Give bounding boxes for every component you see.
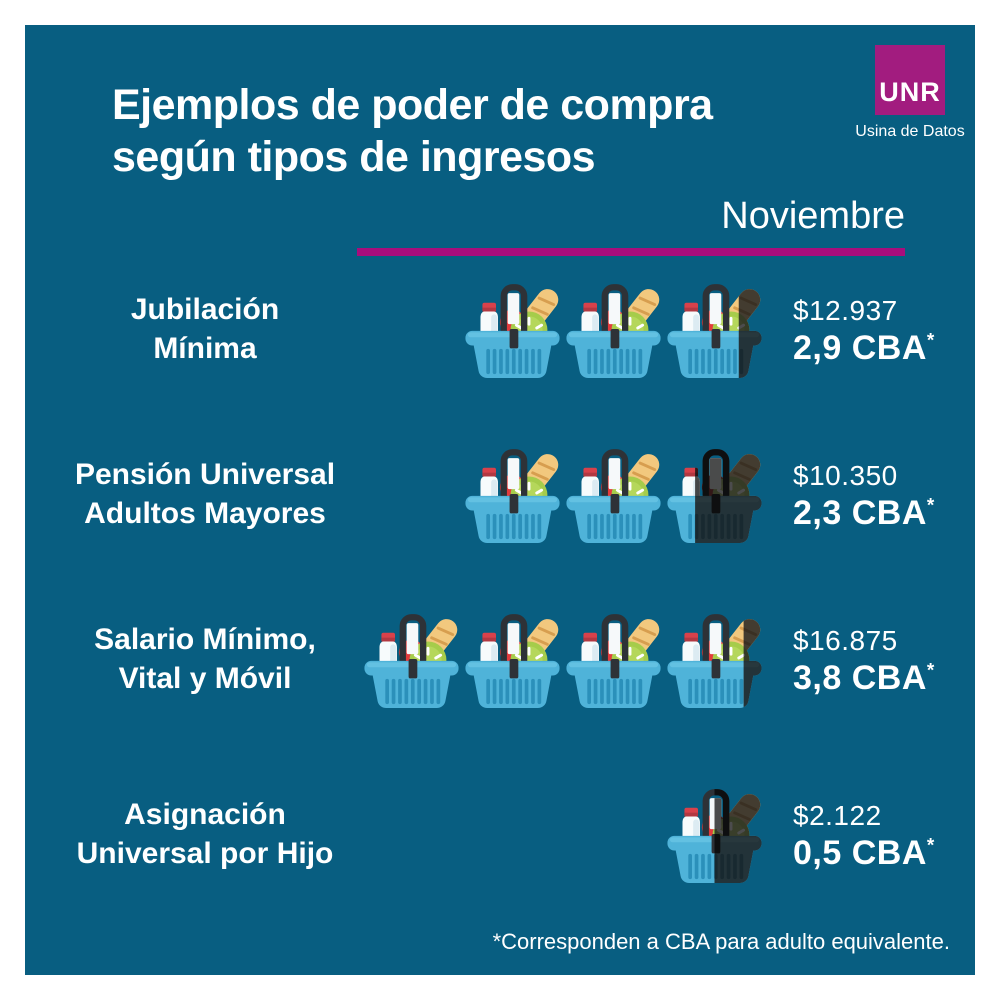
unr-logo: UNR Usina de Datos: [855, 45, 965, 140]
cba-value: 0,5 CBA*: [793, 834, 965, 873]
basket-strip: [664, 782, 765, 885]
basket-strip: [361, 607, 765, 710]
shopping-basket-icon: [664, 607, 765, 710]
footnote-marker: *: [926, 330, 935, 352]
amount-value: $10.350: [793, 460, 898, 491]
cba-text: 3,8 CBA: [793, 659, 927, 697]
unr-logo-square: UNR: [875, 45, 945, 115]
income-row-jubilacion-minima: Jubilación Mínima $12.937 2,9 CBA*: [25, 277, 975, 389]
cba-value: 2,9 CBA*: [793, 329, 965, 368]
shopping-basket-icon: [462, 442, 563, 545]
row-values: $12.937 2,9 CBA*: [765, 295, 965, 368]
shopping-basket-icon: [664, 442, 765, 545]
cba-text: 0,5 CBA: [793, 834, 927, 872]
footnote-marker: *: [926, 660, 935, 682]
row-values: $2.122 0,5 CBA*: [765, 800, 965, 873]
footnote-marker: *: [926, 495, 935, 517]
amount-value: $12.937: [793, 295, 898, 326]
row-label: Jubilación Mínima: [130, 292, 280, 365]
shopping-basket-icon: [563, 277, 664, 380]
amount-value: $2.122: [793, 800, 882, 831]
income-row-salario-minimo: Salario Mínimo, Vital y Móvil $16.875 3,…: [25, 607, 975, 719]
income-row-pension-universal: Pensión Universal Adultos Mayores $10.35…: [25, 442, 975, 554]
shopping-basket-icon: [563, 607, 664, 710]
shopping-basket-icon: [664, 782, 765, 885]
basket-strip: [462, 442, 765, 545]
cba-text: 2,3 CBA: [793, 494, 927, 532]
amount-value: $16.875: [793, 625, 898, 656]
shopping-basket-icon: [462, 277, 563, 380]
infographic-canvas: Ejemplos de poder de compra según tipos …: [25, 25, 975, 975]
shopping-basket-icon: [361, 607, 462, 710]
accent-divider: [357, 248, 905, 256]
row-values: $16.875 3,8 CBA*: [765, 625, 965, 698]
row-label: Pensión Universal Adultos Mayores: [74, 457, 336, 530]
unr-logo-text: UNR: [879, 77, 941, 107]
row-values: $10.350 2,3 CBA*: [765, 460, 965, 533]
footnote: *Corresponden a CBA para adulto equivale…: [492, 929, 950, 954]
page-title: Ejemplos de poder de compra según tipos …: [112, 81, 713, 181]
shopping-basket-icon: [563, 442, 664, 545]
period-label: Noviembre: [721, 195, 905, 237]
footnote-marker: *: [926, 835, 935, 857]
unr-logo-subtitle: Usina de Datos: [855, 123, 965, 140]
income-row-asignacion-universal: Asignación Universal por Hijo $2.122 0,5…: [25, 782, 975, 894]
shopping-basket-icon: [664, 277, 765, 380]
cba-value: 2,3 CBA*: [793, 494, 965, 533]
cba-text: 2,9 CBA: [793, 329, 927, 367]
cba-value: 3,8 CBA*: [793, 659, 965, 698]
row-label: Asignación Universal por Hijo: [76, 797, 334, 870]
shopping-basket-icon: [462, 607, 563, 710]
basket-strip: [462, 277, 765, 380]
row-label: Salario Mínimo, Vital y Móvil: [94, 622, 316, 695]
